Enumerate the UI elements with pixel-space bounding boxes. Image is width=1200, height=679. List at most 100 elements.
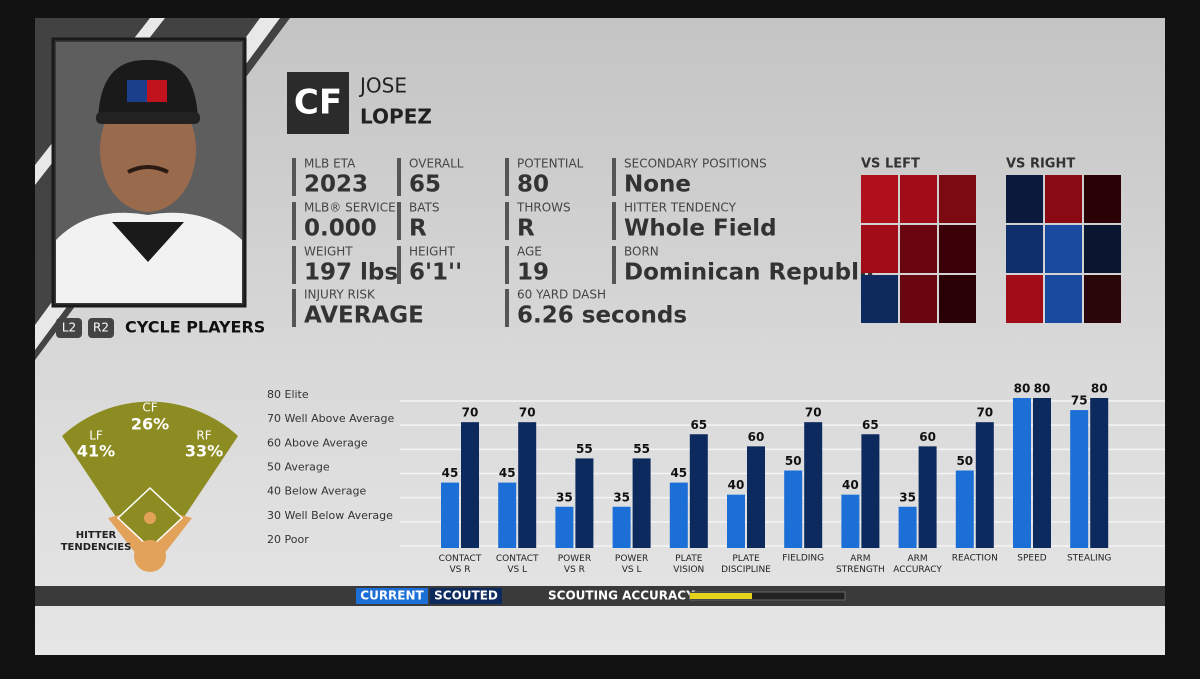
hot-zone-cell <box>939 175 976 223</box>
field-marker <box>612 246 616 284</box>
field-marker <box>397 158 401 196</box>
hot-zone-title: VS LEFT <box>861 157 920 172</box>
bar <box>975 422 994 548</box>
hot-zone-cell <box>939 225 976 273</box>
l2-button[interactable] <box>56 318 82 338</box>
first-name: JOSE <box>358 74 407 98</box>
field-label: 60 YARD DASH <box>517 288 606 302</box>
bar <box>689 434 708 548</box>
data-label: 80 <box>1014 382 1031 396</box>
bar <box>841 494 860 548</box>
data-label: 80 <box>1091 382 1108 396</box>
data-label: 55 <box>576 442 593 456</box>
legend-swatch[interactable] <box>356 588 428 604</box>
field-marker <box>292 246 296 284</box>
field-label: BATS <box>409 201 439 215</box>
spray-field-pct: 33% <box>185 442 223 461</box>
legend-swatch[interactable] <box>430 588 502 604</box>
bar <box>1013 398 1031 548</box>
hot-zone-cell <box>861 175 898 223</box>
field-label: BORN <box>624 245 659 259</box>
x-tick-label: PLATE DISCIPLINE <box>721 554 771 575</box>
l2-label[interactable]: L2 <box>62 321 76 335</box>
y-tick-label: 70 Well Above Average <box>267 412 395 425</box>
legend-label[interactable]: CURRENT <box>360 589 424 603</box>
position-badge <box>287 72 349 134</box>
cycle-label: CYCLE PLAYERS <box>125 318 265 337</box>
data-label: 70 <box>805 406 822 420</box>
hot-zone-cell <box>1084 225 1121 273</box>
bar <box>1090 398 1109 548</box>
bar <box>918 446 937 548</box>
field-marker <box>292 289 296 327</box>
hot-zone-cell <box>1045 225 1082 273</box>
field-label: SECONDARY POSITIONS <box>624 157 767 171</box>
bar <box>441 482 459 548</box>
data-label: 35 <box>613 490 630 504</box>
bar <box>612 506 631 548</box>
spray-title: HITTER TENDENCIES <box>61 530 132 553</box>
r2-button[interactable] <box>88 318 114 338</box>
field-value: 2023 <box>304 172 368 198</box>
bar <box>669 482 688 548</box>
field-value: None <box>624 172 691 198</box>
portrait <box>51 37 247 308</box>
data-label: 80 <box>1034 382 1051 396</box>
data-label: 70 <box>519 406 536 420</box>
y-tick-label: 60 Above Average <box>267 436 368 449</box>
spray-field-pct: 41% <box>77 442 115 461</box>
data-label: 40 <box>842 478 859 492</box>
data-label: 40 <box>728 478 745 492</box>
hot-zone-cell <box>1084 175 1121 223</box>
bar <box>747 446 765 548</box>
x-tick-label: POWER VS R <box>558 554 591 575</box>
field-value: 80 <box>517 172 549 198</box>
hot-zone-cell <box>1006 175 1043 223</box>
spray-field-pct: 26% <box>131 415 169 434</box>
field-value: R <box>409 216 427 242</box>
bar <box>575 458 594 548</box>
bar <box>632 458 651 548</box>
hot-zone-cell <box>1045 275 1082 323</box>
data-label: 45 <box>442 466 459 480</box>
field-value: AVERAGE <box>304 303 424 329</box>
data-label: 60 <box>919 430 936 444</box>
footer-strip <box>35 586 1165 606</box>
hot-zone-cell <box>939 275 976 323</box>
field-value: Whole Field <box>624 216 777 242</box>
x-tick-label: ARM ACCURACY <box>893 554 942 575</box>
field-label: OVERALL <box>409 157 464 171</box>
r2-label[interactable]: R2 <box>93 321 109 335</box>
data-label: 70 <box>462 406 479 420</box>
x-tick-label: CONTACT VS L <box>496 554 539 575</box>
field-label: POTENTIAL <box>517 157 584 171</box>
y-tick-label: 20 Poor <box>267 533 309 546</box>
hot-zone-cell <box>900 175 937 223</box>
bar <box>1033 398 1051 548</box>
field-label: MLB ETA <box>304 157 356 171</box>
y-tick-label: 30 Well Below Average <box>267 509 393 522</box>
x-tick-label: SPEED <box>1017 554 1047 564</box>
field-label: INJURY RISK <box>304 288 376 302</box>
data-label: 70 <box>976 406 993 420</box>
bar <box>861 434 880 548</box>
x-tick-label: STEALING <box>1067 554 1111 564</box>
data-label: 75 <box>1071 394 1088 408</box>
field-value: 6'1'' <box>409 260 462 286</box>
hot-zone-cell <box>1006 275 1043 323</box>
y-tick-label: 40 Below Average <box>267 485 366 498</box>
legend-label[interactable]: SCOUTED <box>434 589 498 603</box>
y-tick-label: 80 Elite <box>267 388 309 401</box>
bar <box>555 506 574 548</box>
field-value: Dominican Republic <box>624 260 881 286</box>
data-label: 35 <box>556 490 573 504</box>
field-value: 0.000 <box>304 216 377 242</box>
x-tick-label: POWER VS L <box>615 554 648 575</box>
hot-zone-cell <box>1084 275 1121 323</box>
field-value: 19 <box>517 260 549 286</box>
field-marker <box>612 202 616 240</box>
data-label: 45 <box>499 466 516 480</box>
y-tick-label: 50 Average <box>267 461 330 474</box>
